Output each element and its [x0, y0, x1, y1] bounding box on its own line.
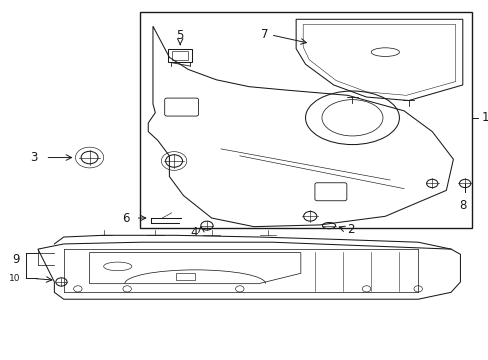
Text: 1: 1: [481, 111, 488, 124]
Text: 9: 9: [13, 253, 20, 266]
Text: 3: 3: [31, 151, 38, 164]
Text: 8: 8: [458, 199, 466, 212]
Text: 10: 10: [9, 274, 20, 283]
Text: 4: 4: [190, 226, 197, 239]
Text: 6: 6: [122, 212, 129, 225]
Text: 2: 2: [346, 222, 354, 235]
Text: 7: 7: [261, 28, 268, 41]
Text: 5: 5: [176, 29, 183, 42]
